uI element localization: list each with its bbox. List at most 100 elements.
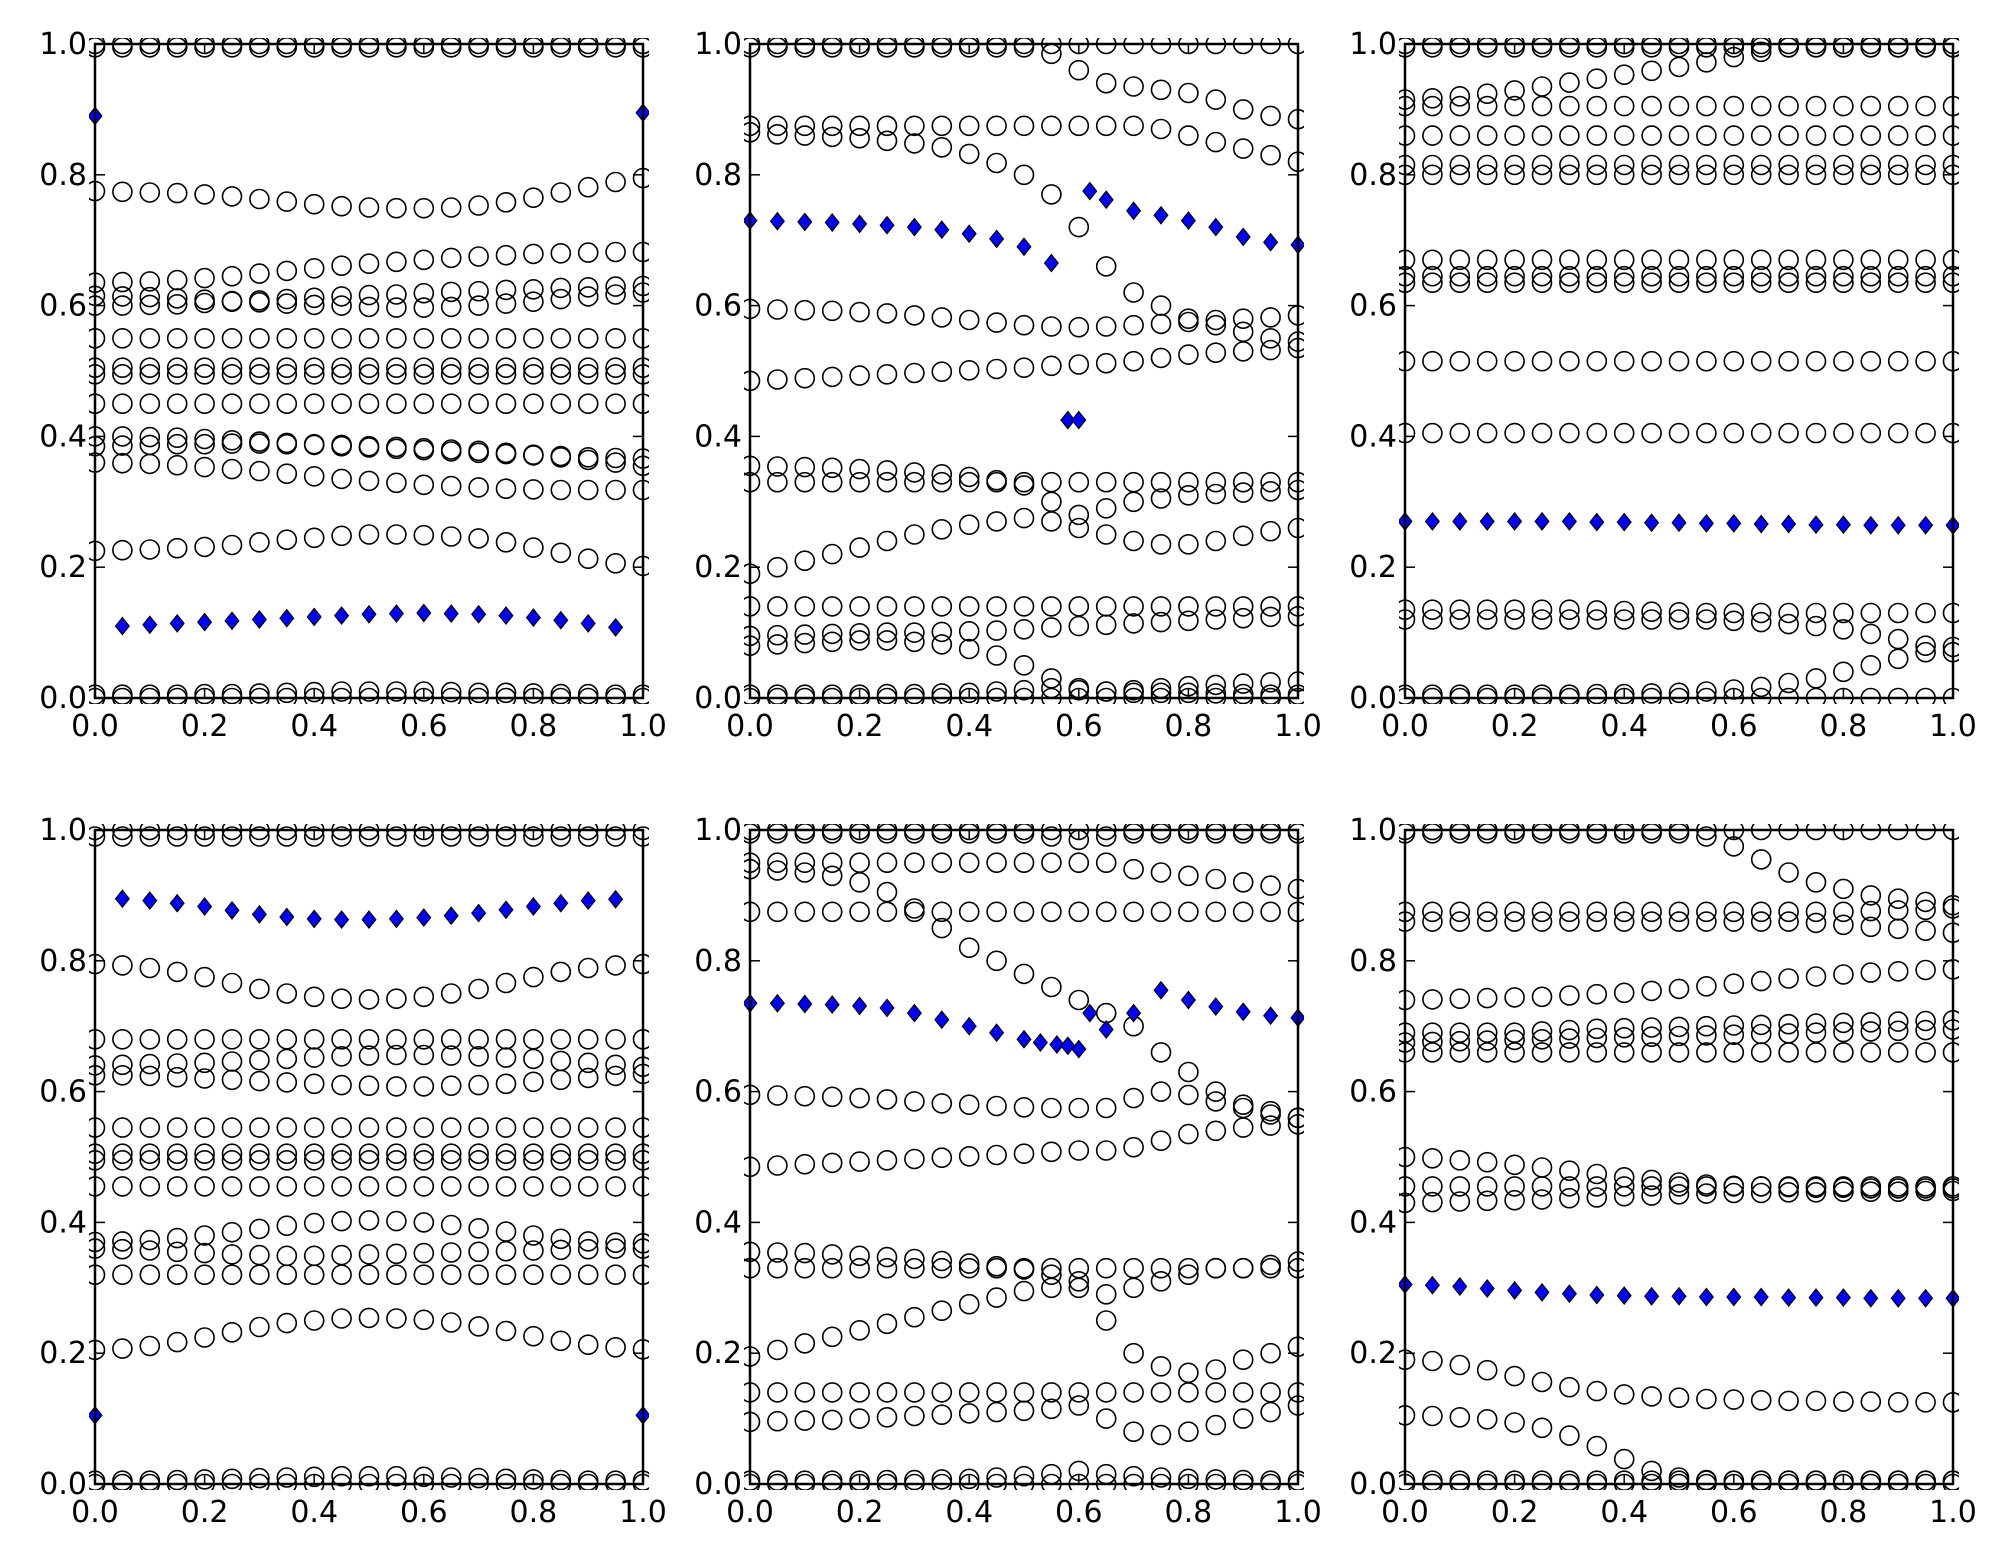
circle-point bbox=[303, 393, 325, 415]
circle-point bbox=[794, 367, 816, 389]
circle-point bbox=[1696, 975, 1717, 997]
circle-point bbox=[303, 434, 325, 456]
circle-point bbox=[1260, 875, 1281, 896]
circle-point bbox=[931, 1469, 953, 1490]
y-tick-label: 0.8 bbox=[694, 944, 742, 979]
circle-point bbox=[194, 1029, 215, 1050]
circle-point bbox=[1586, 1187, 1608, 1208]
circle-point bbox=[767, 115, 788, 137]
circle-point bbox=[1750, 849, 1772, 870]
circle-point bbox=[1205, 89, 1227, 110]
circle-point bbox=[495, 1176, 517, 1197]
diamond-point bbox=[1060, 410, 1076, 430]
circle-point bbox=[1504, 1176, 1525, 1197]
circle-point bbox=[139, 1053, 161, 1075]
circle-point bbox=[1232, 596, 1254, 617]
circle-point bbox=[1531, 125, 1553, 146]
circle-point bbox=[1095, 1140, 1117, 1161]
circle-point bbox=[550, 288, 572, 310]
circle-point bbox=[1476, 1359, 1498, 1381]
circle-point bbox=[166, 1143, 188, 1164]
circle-point bbox=[139, 363, 161, 385]
circle-point bbox=[468, 978, 489, 1000]
circle-point bbox=[1860, 623, 1882, 645]
circle-point bbox=[1449, 1150, 1471, 1171]
x-tick-label: 0.8 bbox=[510, 1495, 558, 1530]
circle-point bbox=[1449, 901, 1471, 923]
circle-point bbox=[1422, 1470, 1443, 1490]
circle-point bbox=[249, 1117, 270, 1138]
circle-point bbox=[1476, 154, 1498, 176]
diamond-point bbox=[251, 904, 267, 924]
circle-point bbox=[605, 1054, 626, 1076]
diamond-point bbox=[224, 611, 240, 631]
x-tick-label: 0.6 bbox=[1710, 709, 1758, 744]
circle-point bbox=[276, 1176, 298, 1197]
circle-point bbox=[1668, 164, 1690, 186]
circle-point bbox=[931, 137, 953, 158]
circle-point bbox=[523, 1150, 544, 1171]
circle-point bbox=[794, 1333, 816, 1354]
circle-point bbox=[794, 115, 816, 137]
circle-point bbox=[1123, 1087, 1144, 1109]
diamond-point bbox=[114, 889, 130, 909]
circle-point bbox=[550, 182, 572, 203]
circle-point bbox=[1449, 350, 1471, 372]
y-tick-label: 1.0 bbox=[694, 27, 742, 62]
diamond-point bbox=[1049, 1035, 1065, 1054]
circle-point bbox=[1123, 1382, 1144, 1403]
axes-frame bbox=[748, 828, 1300, 1486]
circle-point bbox=[1915, 920, 1936, 942]
circle-point bbox=[904, 1248, 925, 1270]
circle-point bbox=[112, 181, 133, 203]
circle-point bbox=[112, 1338, 133, 1359]
diamond-point bbox=[334, 910, 350, 930]
circle-point bbox=[194, 456, 215, 478]
circle-point bbox=[1668, 265, 1690, 287]
circle-point bbox=[413, 363, 435, 385]
circle-point bbox=[577, 548, 599, 570]
circle-point bbox=[931, 1093, 953, 1114]
circle-point bbox=[139, 1264, 161, 1285]
diamond-point bbox=[1082, 181, 1098, 201]
circle-point bbox=[958, 937, 980, 959]
diamond-point bbox=[197, 897, 213, 916]
circle-point bbox=[605, 1238, 626, 1259]
circle-point bbox=[1449, 249, 1471, 271]
circle-point bbox=[249, 1070, 270, 1092]
circle-point bbox=[1723, 973, 1745, 995]
circle-point bbox=[1178, 1123, 1199, 1145]
circle-point bbox=[1422, 1176, 1443, 1197]
y-tick-label: 0.2 bbox=[1349, 1336, 1397, 1371]
circle-point bbox=[1260, 1342, 1281, 1364]
circle-point bbox=[794, 596, 816, 617]
circle-point bbox=[1232, 1257, 1254, 1279]
circle-point bbox=[958, 359, 980, 381]
circle-point bbox=[1613, 1176, 1635, 1197]
x-tick-label: 0.4 bbox=[945, 709, 993, 744]
circle-point bbox=[1778, 1182, 1799, 1203]
diamond-point bbox=[169, 613, 185, 633]
circle-point bbox=[1013, 596, 1035, 617]
diamond-point bbox=[934, 1010, 950, 1030]
circle-point bbox=[931, 471, 953, 493]
circle-point bbox=[1860, 916, 1882, 938]
circle-point bbox=[550, 243, 572, 264]
circle-point bbox=[904, 1257, 925, 1279]
diamond-point bbox=[1153, 205, 1169, 225]
circle-point bbox=[1123, 901, 1144, 923]
circle-point bbox=[605, 327, 626, 349]
diamond-point bbox=[1016, 237, 1032, 257]
circle-point bbox=[1778, 911, 1799, 932]
circle-point bbox=[931, 621, 953, 643]
circle-point bbox=[1068, 1277, 1090, 1299]
circle-point bbox=[767, 1339, 788, 1361]
circle-point bbox=[958, 901, 980, 923]
circle-point bbox=[1641, 95, 1662, 117]
circle-point bbox=[1805, 350, 1827, 372]
circle-point bbox=[1805, 1470, 1827, 1490]
circle-point bbox=[794, 901, 816, 923]
circle-point bbox=[1860, 1391, 1882, 1412]
circle-point bbox=[358, 357, 380, 379]
circle-point bbox=[1696, 901, 1717, 923]
